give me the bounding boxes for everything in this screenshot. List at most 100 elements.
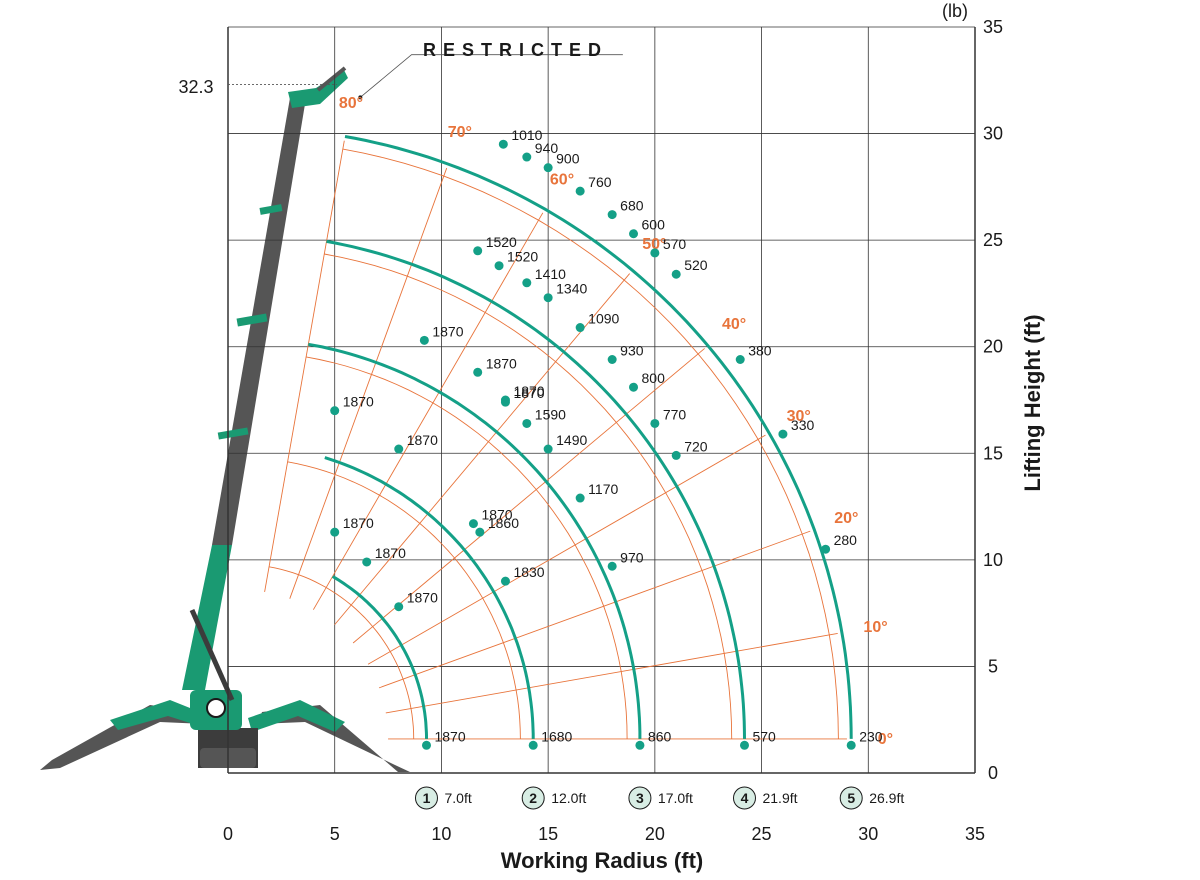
load-point — [629, 382, 639, 392]
load-label: 1870 — [343, 515, 374, 531]
crane-boom-lower — [182, 545, 232, 690]
load-point — [473, 367, 483, 377]
angle-label: 0° — [878, 731, 893, 748]
angle-arc — [342, 148, 839, 739]
load-point — [500, 395, 510, 405]
load-point — [500, 576, 510, 586]
y-tick-label: 25 — [983, 230, 1003, 250]
angle-label: 30° — [787, 408, 811, 425]
extension-length: 26.9ft — [869, 790, 904, 806]
extension-marker — [839, 786, 863, 810]
load-point — [522, 152, 532, 162]
load-label: 1340 — [556, 281, 587, 297]
load-point — [494, 261, 504, 271]
load-point — [330, 406, 340, 416]
load-label: 570 — [663, 236, 687, 252]
angle-line — [289, 167, 448, 599]
load-label: 1520 — [486, 234, 517, 250]
load-point — [575, 493, 585, 503]
load-point — [671, 450, 681, 460]
load-label: 1870 — [375, 545, 406, 561]
angle-label: 10° — [863, 619, 887, 636]
extension-number: 5 — [847, 790, 855, 806]
extension-length: 12.0ft — [551, 790, 586, 806]
boom-curve — [326, 239, 746, 739]
angle-label: 50° — [642, 236, 666, 253]
extension-number: 1 — [423, 790, 431, 806]
load-label: 1590 — [535, 406, 566, 422]
load-label: 1520 — [507, 249, 538, 265]
load-point — [671, 269, 681, 279]
x-tick-label: 20 — [645, 824, 665, 844]
extension-marker — [521, 786, 545, 810]
y-tick-label: 15 — [983, 443, 1003, 463]
load-label: 720 — [684, 438, 708, 454]
x-tick-label: 30 — [858, 824, 878, 844]
extension-number: 2 — [529, 790, 537, 806]
x-tick-label: 0 — [223, 824, 233, 844]
max-height-label: 32.3 — [178, 77, 213, 97]
load-label: 940 — [535, 140, 559, 156]
load-point — [522, 418, 532, 428]
load-label: 970 — [620, 549, 644, 565]
load-label: 680 — [620, 198, 644, 214]
load-point — [543, 444, 553, 454]
angle-label: 80° — [339, 95, 363, 112]
load-label: 230 — [859, 728, 883, 744]
load-label: 280 — [834, 532, 858, 548]
angle-label: 60° — [550, 172, 574, 189]
angle-label: 40° — [722, 316, 746, 333]
restricted-dot — [358, 95, 363, 100]
angle-line — [264, 140, 345, 593]
angle-line — [378, 530, 811, 689]
crane-bracket-1 — [236, 313, 268, 327]
extension-marker — [414, 786, 438, 810]
load-label: 1010 — [511, 127, 542, 143]
extension-length: 17.0ft — [658, 790, 693, 806]
load-point — [522, 278, 532, 288]
angle-arc — [269, 566, 415, 739]
crane-outrigger-right — [258, 705, 410, 772]
angle-arc — [324, 253, 733, 739]
load-point — [475, 527, 485, 537]
angle-line — [334, 273, 631, 625]
crane-bracket-3 — [217, 427, 249, 440]
load-point — [498, 139, 508, 149]
x-tick-label: 15 — [538, 824, 558, 844]
extension-marker — [732, 786, 756, 810]
load-point — [421, 740, 431, 750]
angle-arc — [287, 461, 521, 739]
crane-outrigger-right-arm — [248, 700, 345, 732]
load-label: 570 — [752, 728, 776, 744]
load-label: 1090 — [588, 311, 619, 327]
load-point — [575, 323, 585, 333]
crane-bracket-2 — [259, 204, 283, 215]
y-tick-label: 10 — [983, 550, 1003, 570]
load-label: 1870 — [513, 385, 544, 401]
y-tick-label: 20 — [983, 337, 1003, 357]
load-label: 1830 — [513, 564, 544, 580]
y-tick-label: 0 — [988, 763, 998, 783]
crane-jib-line — [316, 66, 347, 92]
load-label: 1870 — [407, 590, 438, 606]
angle-label: 20° — [834, 510, 858, 527]
angle-label: 70° — [448, 124, 472, 141]
load-label: 520 — [684, 257, 708, 273]
load-point — [607, 561, 617, 571]
crane-hub — [206, 698, 226, 718]
load-point — [629, 229, 639, 239]
load-label: 1870 — [513, 383, 544, 399]
load-point — [846, 740, 856, 750]
load-label: 860 — [648, 728, 672, 744]
y-axis-title: Lifting Height (ft) — [1020, 314, 1045, 491]
y-tick-label: 5 — [988, 656, 998, 676]
load-label: 930 — [620, 343, 644, 359]
boom-curve — [331, 575, 428, 739]
unit-label: (lb) — [942, 1, 968, 21]
crane-outrigger-left-arm — [110, 700, 215, 730]
load-label: 800 — [642, 370, 666, 386]
load-point — [543, 293, 553, 303]
load-label: 1680 — [541, 728, 572, 744]
load-point — [575, 186, 585, 196]
